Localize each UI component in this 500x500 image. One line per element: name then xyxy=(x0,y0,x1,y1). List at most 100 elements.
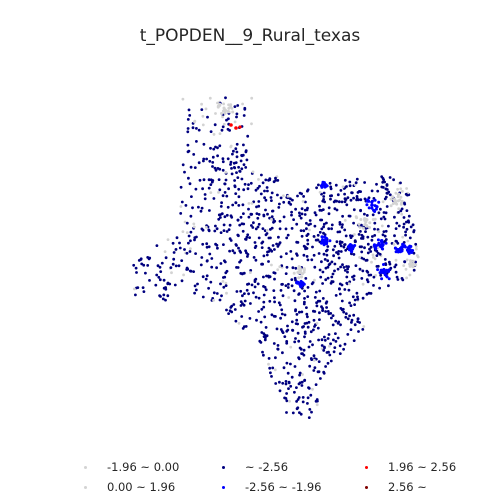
map-point xyxy=(332,254,335,258)
map-point xyxy=(229,163,232,166)
map-point xyxy=(263,196,266,200)
map-point xyxy=(371,213,375,217)
map-point xyxy=(221,109,225,113)
map-point xyxy=(343,178,347,182)
map-point xyxy=(337,320,341,324)
map-point xyxy=(327,227,331,231)
map-point xyxy=(325,221,328,225)
map-point xyxy=(323,258,327,261)
map-point xyxy=(395,247,399,251)
map-point xyxy=(321,270,325,274)
map-point xyxy=(235,115,238,119)
map-point xyxy=(272,342,276,345)
map-point xyxy=(134,266,138,270)
map-point xyxy=(373,221,377,225)
map-point xyxy=(142,263,146,267)
map-point xyxy=(312,318,316,322)
map-point xyxy=(320,227,324,231)
map-point xyxy=(331,280,335,284)
map-point xyxy=(299,412,303,416)
map-point xyxy=(234,147,238,151)
map-point xyxy=(414,242,418,246)
map-point xyxy=(155,244,159,248)
map-point xyxy=(251,226,255,229)
map-point xyxy=(347,288,351,292)
map-point xyxy=(189,230,193,234)
map-point xyxy=(405,227,409,231)
map-point xyxy=(295,222,299,226)
map-point xyxy=(343,192,346,196)
map-point xyxy=(263,189,266,193)
map-point xyxy=(342,310,346,314)
map-point xyxy=(366,251,370,255)
map-point xyxy=(303,335,306,339)
map-point xyxy=(265,186,269,189)
map-point xyxy=(238,169,242,173)
map-point xyxy=(246,134,250,138)
map-point xyxy=(160,261,164,265)
map-point xyxy=(338,240,342,244)
map-point xyxy=(408,236,412,240)
map-point xyxy=(302,195,305,198)
map-point xyxy=(182,273,186,277)
map-point xyxy=(263,333,267,337)
map-point xyxy=(257,178,260,181)
map-point xyxy=(359,230,362,233)
map-point xyxy=(252,256,256,259)
map-point xyxy=(379,273,383,277)
map-point xyxy=(286,328,290,332)
map-point xyxy=(214,112,217,115)
map-point xyxy=(297,356,300,359)
map-point xyxy=(164,298,167,302)
map-point xyxy=(366,270,370,274)
map-point xyxy=(225,230,229,233)
map-point xyxy=(332,200,336,204)
map-point xyxy=(287,282,290,286)
map-point xyxy=(331,323,335,327)
legend-swatch xyxy=(365,485,368,489)
map-point xyxy=(262,353,265,357)
map-point xyxy=(289,203,293,206)
map-point xyxy=(268,366,272,370)
map-point xyxy=(321,208,325,212)
map-point xyxy=(157,275,161,279)
map-point xyxy=(186,118,190,121)
map-point xyxy=(186,130,190,134)
map-point xyxy=(193,166,197,170)
map-point xyxy=(187,108,191,112)
map-point xyxy=(406,249,410,253)
map-point xyxy=(338,242,342,246)
map-point xyxy=(223,111,227,115)
map-point xyxy=(187,176,190,180)
map-point xyxy=(370,260,373,264)
map-point xyxy=(293,340,297,344)
map-point xyxy=(281,351,284,355)
map-point xyxy=(322,182,326,186)
map-point xyxy=(387,284,390,288)
legend-item-pos-high: 2.56 ~ xyxy=(365,478,427,496)
map-point xyxy=(404,267,408,271)
map-point xyxy=(180,200,184,204)
map-point xyxy=(188,114,192,117)
map-point xyxy=(222,229,226,233)
map-point xyxy=(385,188,389,191)
map-point xyxy=(289,362,292,366)
map-point xyxy=(232,303,236,306)
map-point xyxy=(281,331,285,334)
map-point xyxy=(308,340,312,343)
map-point xyxy=(289,197,292,201)
map-point xyxy=(200,206,204,210)
map-point xyxy=(367,199,371,203)
legend-item-neutral-negative: -1.96 ~ 0.00 xyxy=(84,458,179,476)
map-point xyxy=(257,204,261,208)
map-point xyxy=(383,258,387,261)
map-point xyxy=(365,278,369,282)
map-point xyxy=(277,301,281,305)
map-point xyxy=(275,327,279,331)
map-point xyxy=(223,275,227,279)
map-point xyxy=(329,359,333,363)
map-point xyxy=(221,115,225,119)
map-point xyxy=(389,204,393,208)
map-point xyxy=(350,191,353,195)
map-point xyxy=(229,123,233,127)
